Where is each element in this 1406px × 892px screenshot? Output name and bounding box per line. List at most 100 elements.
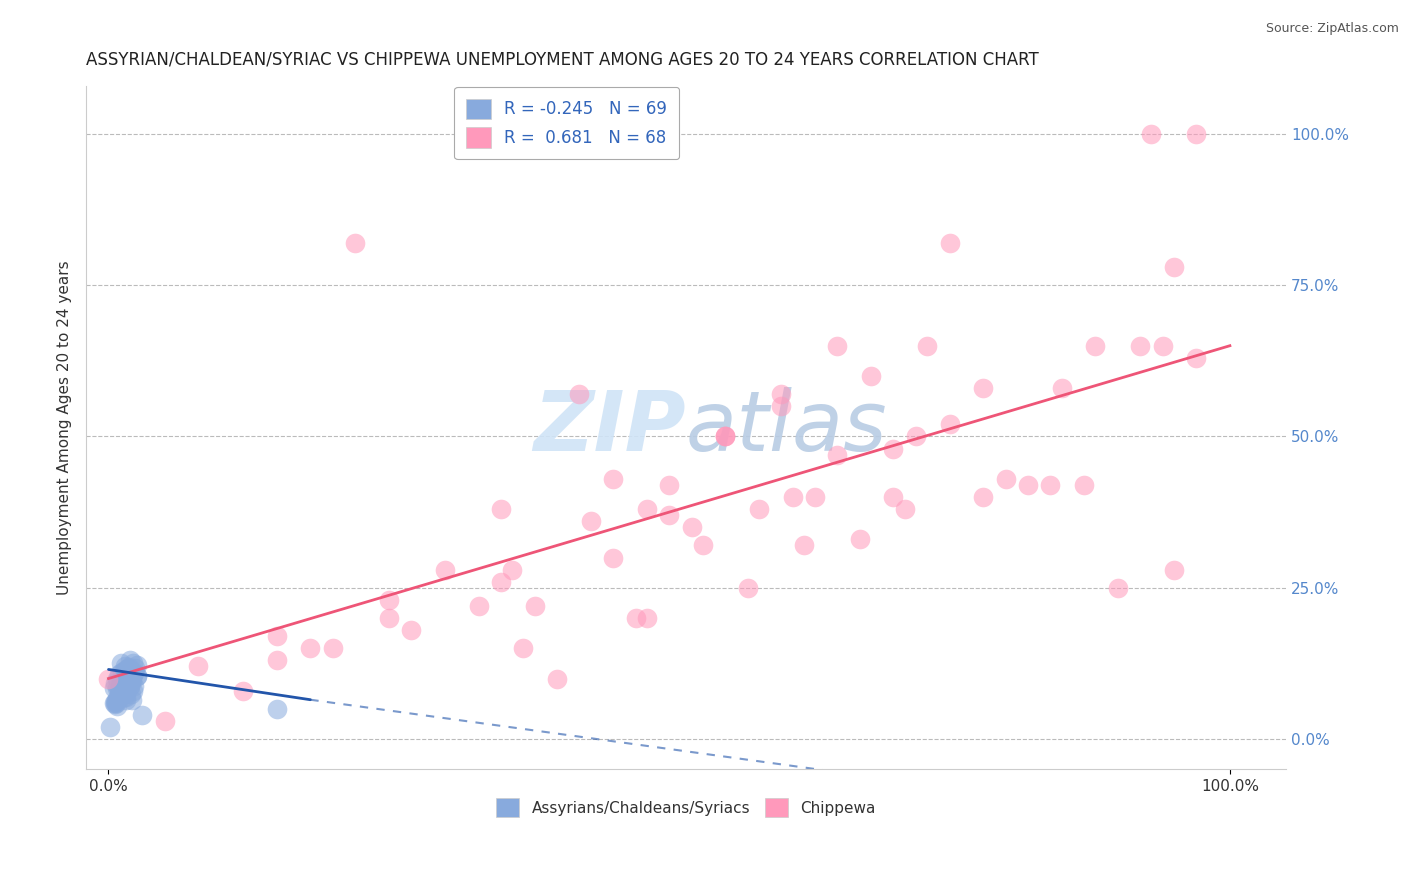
Point — [118, 665, 141, 679]
Point — [804, 490, 827, 504]
Point — [322, 641, 344, 656]
Point — [107, 672, 129, 686]
Point — [714, 429, 737, 443]
Point — [115, 663, 138, 677]
Point — [110, 686, 132, 700]
Point — [624, 611, 647, 625]
Point — [904, 429, 927, 443]
Point — [122, 683, 145, 698]
Point — [827, 448, 849, 462]
Point — [1163, 563, 1185, 577]
Point — [299, 641, 322, 656]
Point — [770, 399, 793, 413]
Point — [111, 681, 134, 696]
Point — [111, 665, 134, 680]
Point — [111, 681, 134, 696]
Point — [108, 690, 131, 704]
Point — [1140, 127, 1163, 141]
Point — [121, 692, 143, 706]
Point — [153, 714, 176, 728]
Point — [782, 490, 804, 504]
Point — [636, 611, 658, 625]
Point — [114, 680, 136, 694]
Point — [112, 675, 135, 690]
Point — [104, 676, 127, 690]
Point — [489, 502, 512, 516]
Point — [636, 502, 658, 516]
Point — [107, 698, 129, 713]
Point — [344, 235, 367, 250]
Point — [111, 687, 134, 701]
Point — [110, 688, 132, 702]
Point — [602, 472, 624, 486]
Point — [1039, 478, 1062, 492]
Point — [120, 672, 142, 686]
Text: Source: ZipAtlas.com: Source: ZipAtlas.com — [1265, 22, 1399, 36]
Point — [107, 682, 129, 697]
Point — [681, 520, 703, 534]
Point — [110, 657, 132, 671]
Point — [103, 696, 125, 710]
Point — [737, 581, 759, 595]
Point — [122, 656, 145, 670]
Point — [882, 490, 904, 504]
Point — [108, 677, 131, 691]
Point — [770, 387, 793, 401]
Point — [1050, 381, 1073, 395]
Point — [107, 683, 129, 698]
Point — [103, 681, 125, 695]
Point — [882, 442, 904, 456]
Point — [120, 673, 142, 688]
Point — [114, 677, 136, 691]
Point — [1185, 127, 1208, 141]
Point — [378, 611, 401, 625]
Point — [105, 694, 128, 708]
Point — [714, 429, 737, 443]
Point — [118, 660, 141, 674]
Point — [266, 629, 288, 643]
Point — [112, 670, 135, 684]
Point — [1107, 581, 1129, 595]
Point — [114, 670, 136, 684]
Point — [849, 533, 872, 547]
Point — [602, 550, 624, 565]
Point — [121, 671, 143, 685]
Point — [266, 653, 288, 667]
Point — [793, 538, 815, 552]
Point — [523, 599, 546, 613]
Point — [972, 490, 994, 504]
Point — [112, 664, 135, 678]
Point — [121, 673, 143, 688]
Point — [124, 665, 146, 679]
Point — [118, 674, 141, 689]
Point — [748, 502, 770, 516]
Point — [120, 665, 142, 680]
Point — [131, 707, 153, 722]
Y-axis label: Unemployment Among Ages 20 to 24 years: Unemployment Among Ages 20 to 24 years — [58, 260, 72, 595]
Point — [266, 702, 288, 716]
Point — [860, 368, 883, 383]
Point — [118, 679, 141, 693]
Point — [1084, 339, 1107, 353]
Point — [108, 685, 131, 699]
Point — [122, 667, 145, 681]
Point — [118, 653, 141, 667]
Point — [467, 599, 489, 613]
Point — [579, 514, 602, 528]
Point — [118, 680, 141, 694]
Point — [124, 679, 146, 693]
Point — [714, 429, 737, 443]
Point — [125, 658, 148, 673]
Point — [827, 339, 849, 353]
Point — [108, 687, 131, 701]
Point — [1185, 351, 1208, 365]
Text: ZIP: ZIP — [533, 387, 686, 468]
Point — [512, 641, 534, 656]
Point — [1163, 260, 1185, 274]
Point — [112, 690, 135, 704]
Point — [117, 663, 139, 677]
Point — [120, 687, 142, 701]
Point — [568, 387, 591, 401]
Legend: Assyrians/Chaldeans/Syriacs, Chippewa: Assyrians/Chaldeans/Syriacs, Chippewa — [491, 792, 882, 823]
Point — [378, 592, 401, 607]
